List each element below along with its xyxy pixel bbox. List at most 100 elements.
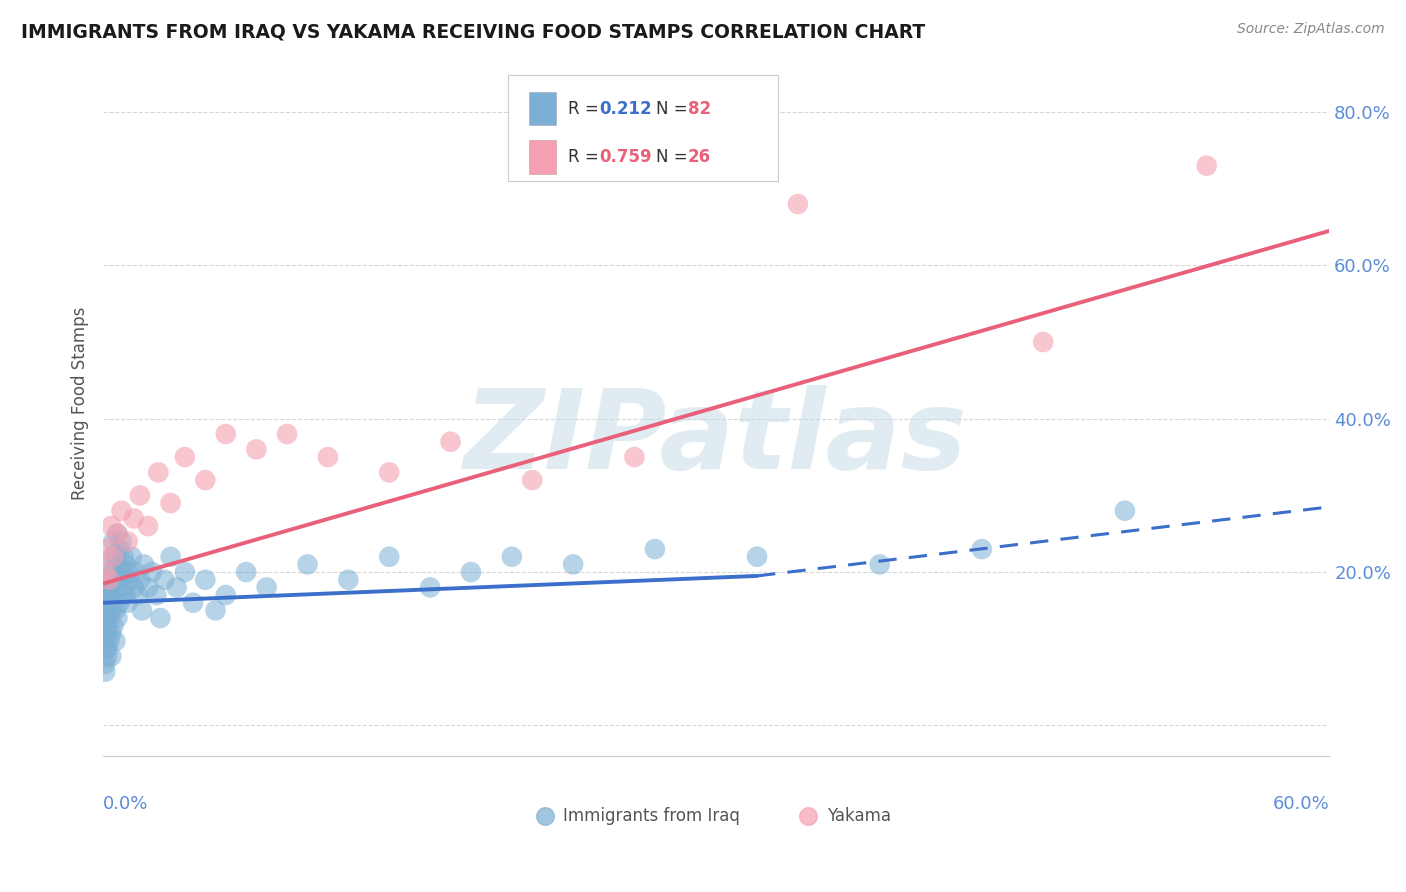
Point: [114, 588, 136, 602]
Point: [276, 427, 298, 442]
Point: [103, 549, 125, 564]
Point: [136, 519, 159, 533]
Point: [129, 573, 152, 587]
Point: [112, 549, 135, 564]
Point: [104, 573, 127, 587]
Point: [745, 549, 768, 564]
Point: [96, 542, 118, 557]
Point: [94, 619, 117, 633]
Point: [316, 450, 339, 464]
FancyBboxPatch shape: [529, 92, 555, 126]
Point: [149, 611, 172, 625]
Point: [107, 558, 129, 572]
Point: [118, 573, 141, 587]
Point: [173, 565, 195, 579]
Point: [98, 565, 121, 579]
Point: [96, 626, 118, 640]
Point: [235, 565, 257, 579]
Text: IMMIGRANTS FROM IRAQ VS YAKAMA RECEIVING FOOD STAMPS CORRELATION CHART: IMMIGRANTS FROM IRAQ VS YAKAMA RECEIVING…: [21, 22, 925, 41]
Point: [215, 427, 238, 442]
Point: [96, 619, 118, 633]
Point: [107, 526, 129, 541]
Point: [141, 565, 163, 579]
Text: 0.759: 0.759: [600, 148, 652, 166]
Point: [970, 542, 993, 557]
Point: [828, 783, 851, 797]
Point: [117, 565, 139, 579]
Point: [1195, 159, 1218, 173]
Point: [103, 588, 125, 602]
Point: [501, 549, 523, 564]
Point: [108, 542, 131, 557]
Text: 0.212: 0.212: [600, 100, 652, 118]
Point: [460, 565, 482, 579]
Point: [256, 581, 278, 595]
Point: [110, 565, 132, 579]
Point: [98, 573, 121, 587]
Point: [107, 611, 129, 625]
Text: Yakama: Yakama: [827, 807, 890, 825]
Point: [104, 603, 127, 617]
Point: [122, 581, 145, 595]
Point: [104, 549, 127, 564]
Point: [122, 511, 145, 525]
Point: [121, 549, 143, 564]
Point: [94, 641, 117, 656]
Point: [194, 573, 217, 587]
Text: N =: N =: [657, 148, 693, 166]
Point: [145, 588, 167, 602]
Point: [96, 641, 118, 656]
Point: [159, 496, 181, 510]
Point: [94, 665, 117, 679]
Point: [100, 626, 122, 640]
Point: [378, 466, 401, 480]
Text: N =: N =: [657, 100, 693, 118]
Point: [522, 473, 544, 487]
FancyBboxPatch shape: [529, 140, 555, 174]
Point: [337, 573, 360, 587]
Point: [98, 611, 121, 625]
Text: 26: 26: [688, 148, 711, 166]
Text: Immigrants from Iraq: Immigrants from Iraq: [562, 807, 740, 825]
Point: [869, 558, 891, 572]
Text: R =: R =: [568, 100, 603, 118]
Text: 60.0%: 60.0%: [1272, 795, 1329, 813]
Point: [129, 488, 152, 502]
Text: 0.0%: 0.0%: [103, 795, 149, 813]
Text: Source: ZipAtlas.com: Source: ZipAtlas.com: [1237, 22, 1385, 37]
Point: [103, 534, 125, 549]
Point: [94, 565, 117, 579]
Text: ZIPatlas: ZIPatlas: [464, 385, 969, 492]
Point: [96, 581, 118, 595]
Point: [136, 581, 159, 595]
Point: [110, 504, 132, 518]
Point: [153, 573, 176, 587]
Point: [297, 558, 319, 572]
Point: [100, 603, 122, 617]
Point: [215, 588, 238, 602]
Point: [112, 581, 135, 595]
Point: [623, 450, 645, 464]
Point: [204, 603, 226, 617]
Point: [94, 596, 117, 610]
Point: [100, 649, 122, 664]
Point: [125, 565, 148, 579]
Point: [787, 197, 810, 211]
Point: [419, 581, 441, 595]
Point: [562, 558, 585, 572]
Point: [98, 573, 121, 587]
Point: [107, 581, 129, 595]
Point: [1032, 334, 1054, 349]
Point: [117, 534, 139, 549]
Point: [114, 558, 136, 572]
Point: [100, 519, 122, 533]
Point: [94, 657, 117, 671]
Point: [1267, 783, 1289, 797]
Point: [94, 588, 117, 602]
Point: [108, 573, 131, 587]
Point: [100, 581, 122, 595]
Point: [103, 619, 125, 633]
Text: R =: R =: [568, 148, 603, 166]
Point: [117, 596, 139, 610]
Point: [98, 634, 121, 648]
